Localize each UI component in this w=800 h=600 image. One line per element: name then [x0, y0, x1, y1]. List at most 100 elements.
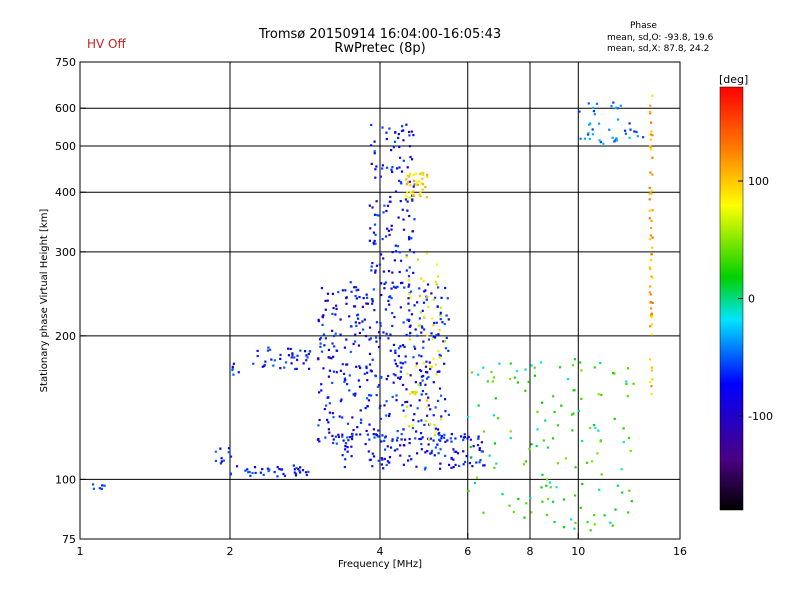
data-point [382, 211, 385, 214]
data-point [326, 396, 329, 399]
data-point [611, 524, 614, 527]
data-point [357, 288, 360, 291]
data-point [361, 305, 364, 308]
data-point [635, 130, 638, 134]
data-point [385, 378, 388, 381]
data-point [420, 448, 423, 451]
data-point [426, 252, 429, 255]
data-point [404, 194, 407, 197]
data-point [436, 428, 440, 431]
data-point [443, 362, 446, 365]
data-point [283, 366, 286, 369]
data-point [421, 171, 424, 175]
data-point [337, 291, 340, 294]
data-point [408, 318, 411, 321]
data-point [344, 442, 348, 445]
data-point [390, 224, 393, 227]
data-point [401, 404, 404, 407]
colorbar-ticks: 100 0 -100 [738, 175, 773, 423]
data-point [395, 439, 399, 442]
data-point [649, 112, 652, 115]
data-point [587, 123, 591, 126]
data-point [650, 253, 653, 256]
data-point [611, 136, 614, 139]
data-point [558, 366, 562, 369]
data-point [415, 391, 418, 394]
data-point [345, 302, 348, 305]
data-point [408, 236, 411, 239]
data-point [365, 365, 368, 368]
data-point [418, 437, 421, 441]
data-point [229, 473, 232, 476]
data-point [564, 457, 567, 460]
data-point [648, 110, 652, 114]
data-point [482, 366, 485, 369]
data-point [247, 471, 250, 474]
data-point [246, 468, 249, 471]
data-point [256, 349, 259, 353]
data-point [304, 471, 308, 474]
data-point [426, 295, 429, 299]
data-point [422, 340, 425, 343]
data-point [650, 307, 653, 310]
data-point [362, 296, 365, 300]
data-point [467, 415, 470, 418]
data-point [419, 382, 422, 385]
data-point [403, 286, 406, 289]
data-point [452, 458, 455, 461]
data-point [371, 261, 374, 265]
data-point [385, 400, 388, 403]
data-point [524, 389, 527, 392]
data-point [298, 469, 301, 472]
data-point [334, 313, 337, 316]
data-point [438, 370, 441, 373]
data-point [648, 186, 651, 190]
data-point [442, 436, 446, 439]
data-point [599, 140, 602, 144]
data-point [229, 455, 233, 458]
data-point [290, 362, 293, 365]
data-point [650, 392, 653, 396]
y-axis-label: Stationary phase Virtual Height [km] [39, 209, 50, 393]
data-point [416, 301, 419, 304]
data-point [574, 466, 577, 469]
y-tick-label: 750 [55, 56, 76, 69]
data-point [419, 431, 423, 435]
data-point [414, 328, 417, 331]
data-point [355, 297, 358, 300]
data-point [91, 483, 95, 486]
data-point [385, 463, 388, 466]
data-point [603, 514, 606, 517]
data-point [388, 461, 391, 464]
data-point [477, 435, 480, 438]
data-point [397, 376, 400, 379]
data-point [583, 137, 587, 140]
data-point [346, 383, 349, 386]
data-point [591, 133, 594, 136]
data-point [244, 469, 247, 472]
data-point [303, 350, 307, 353]
data-point [295, 367, 298, 370]
data-point [475, 461, 478, 464]
data-point [411, 199, 414, 202]
data-point [636, 135, 639, 138]
data-point [390, 297, 393, 300]
data-point [433, 321, 436, 325]
data-point [426, 449, 429, 453]
data-point [317, 437, 320, 441]
data-point [452, 465, 455, 469]
data-point [433, 433, 437, 437]
data-point [480, 441, 483, 444]
y-tick-label: 300 [55, 246, 76, 259]
data-point [321, 323, 324, 326]
data-point [591, 128, 594, 131]
data-point [480, 450, 483, 453]
data-point [364, 442, 367, 446]
data-point [411, 198, 414, 201]
data-point [384, 308, 388, 311]
data-point [322, 367, 325, 370]
data-point [353, 286, 356, 289]
data-point [352, 342, 355, 346]
data-point [377, 331, 381, 334]
data-point [335, 349, 338, 352]
